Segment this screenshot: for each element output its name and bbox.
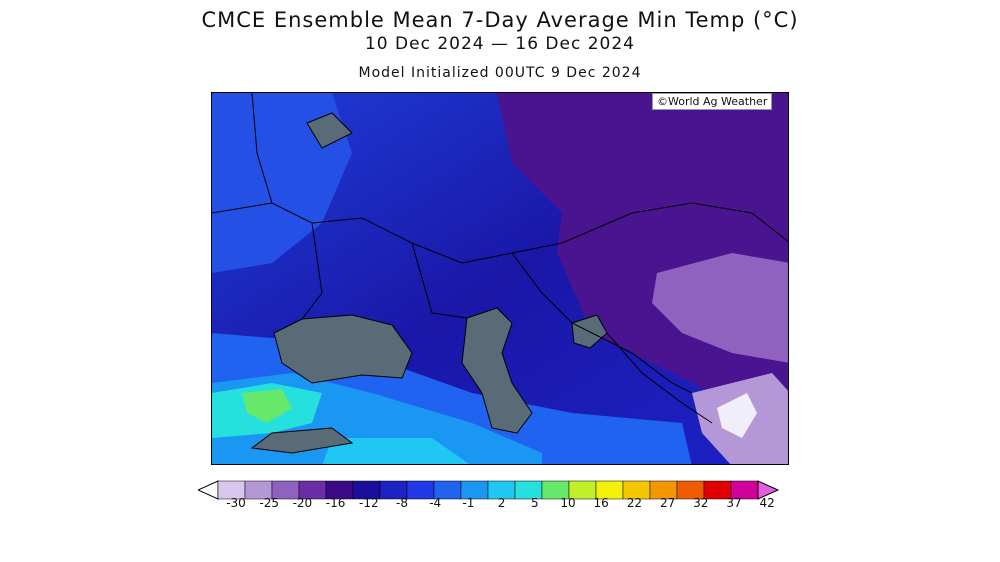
legend-tick-label: -25 [259, 496, 279, 510]
legend-tick-label: 2 [497, 496, 506, 510]
legend-tick-label: 37 [726, 496, 742, 510]
legend-tick-label: -12 [358, 496, 379, 510]
mediterranean-sea [250, 427, 354, 454]
legend-tick-label: 10 [560, 496, 576, 510]
legend-tick-label: 32 [693, 496, 709, 510]
legend-tick-label: -1 [462, 496, 475, 510]
baltic-sea [306, 112, 353, 149]
legend-arrow-left [198, 480, 219, 500]
legend-tick-label: 27 [659, 496, 676, 510]
legend-tick-label: -16 [325, 496, 346, 510]
credit-label: ©World Ag Weather [652, 93, 773, 110]
map-title: CMCE Ensemble Mean 7-Day Average Min Tem… [201, 8, 799, 32]
legend-tick-label: -4 [429, 496, 442, 510]
black-sea [273, 314, 413, 384]
caspian-sea [461, 307, 533, 434]
map-canvas [212, 93, 788, 464]
legend-tick-label: -20 [292, 496, 313, 510]
legend-arrow-right [757, 480, 780, 500]
model-init: Model Initialized 00UTC 9 Dec 2024 [358, 65, 642, 81]
legend-tick-label: 42 [759, 496, 775, 510]
legend-tick-label: 22 [626, 496, 643, 510]
levant-warm [322, 438, 470, 464]
color-legend [198, 480, 780, 500]
date-range: 10 Dec 2024 — 16 Dec 2024 [364, 34, 635, 54]
legend-tick-label: 16 [593, 496, 609, 510]
legend-tick-label: 5 [530, 496, 539, 510]
legend-tick-label: -8 [396, 496, 408, 510]
legend-tick-label: -30 [226, 496, 246, 510]
mountain-snow [717, 393, 757, 438]
country-borders [212, 93, 788, 424]
kazakh-cold-core [652, 253, 788, 363]
temperature-map [211, 92, 789, 465]
aegean-mild [242, 389, 292, 423]
